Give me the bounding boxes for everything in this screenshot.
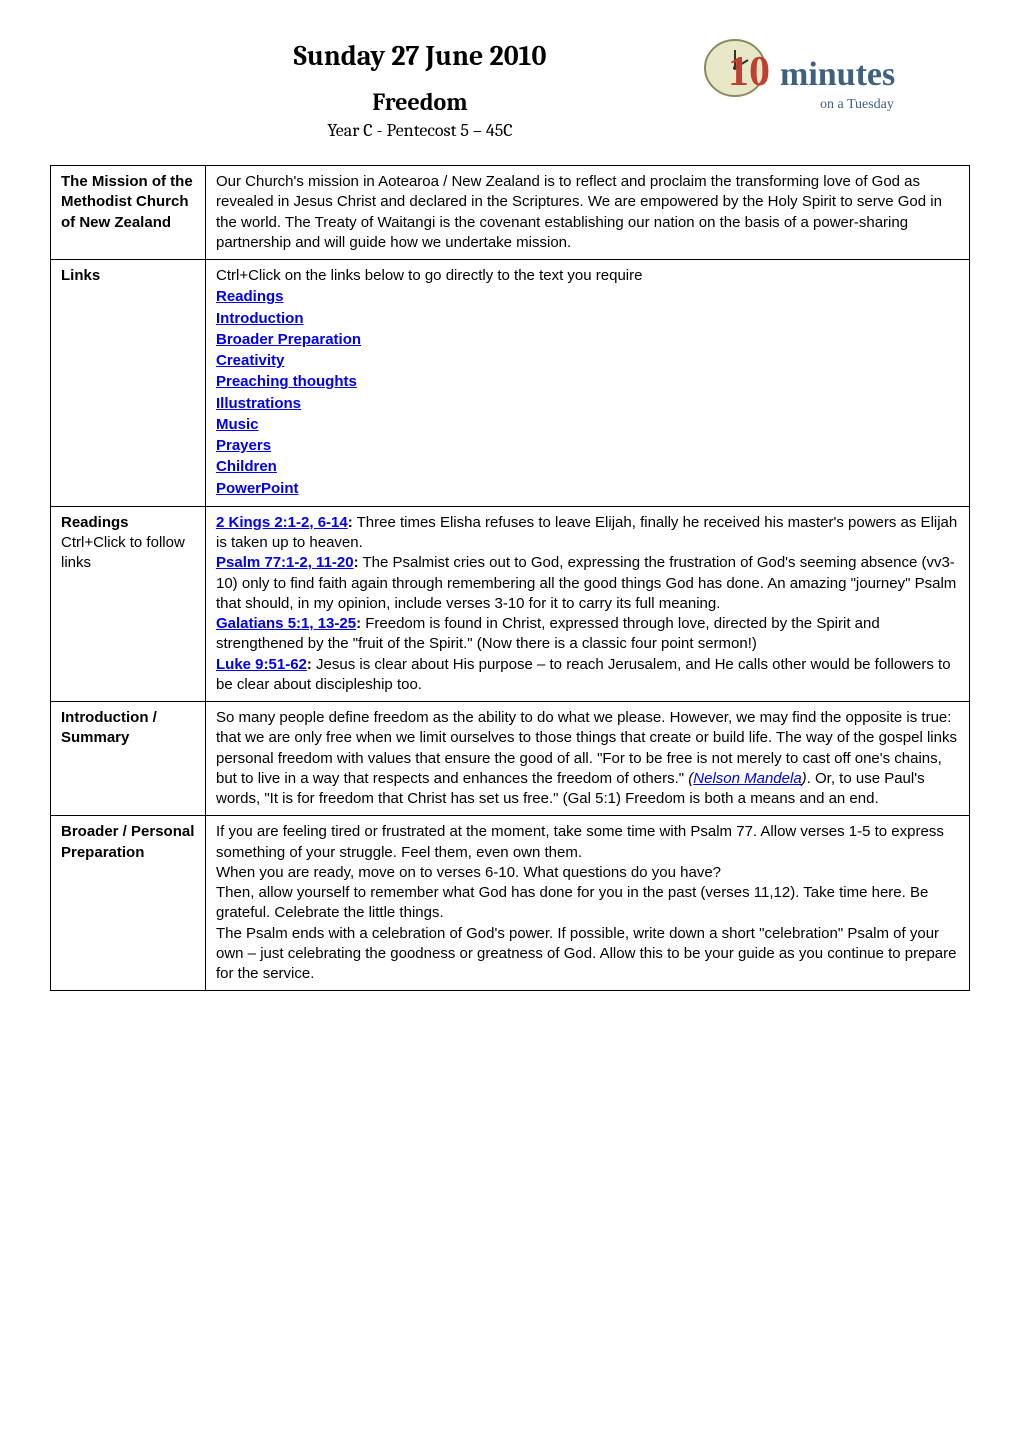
document-link[interactable]: Music — [216, 416, 259, 433]
row-label: Introduction / Summary — [51, 702, 206, 816]
logo-tagline: on a Tuesday — [820, 97, 894, 112]
table-row: ReadingsCtrl+Click to follow links2 King… — [51, 506, 970, 701]
table-row: Introduction / SummarySo many people def… — [51, 702, 970, 816]
table-row: The Mission of the Methodist Church of N… — [51, 166, 970, 260]
row-label: ReadingsCtrl+Click to follow links — [51, 506, 206, 701]
document-link[interactable]: Preaching thoughts — [216, 373, 357, 390]
row-label: Links — [51, 260, 206, 507]
row-content: Our Church's mission in Aotearoa / New Z… — [206, 166, 970, 260]
content-table: The Mission of the Methodist Church of N… — [50, 165, 970, 991]
row-label: Broader / Personal Preparation — [51, 816, 206, 991]
document-link[interactable]: Nelson Mandela — [693, 770, 801, 787]
logo-minutes: minutes — [780, 56, 895, 93]
logo-number: 10 — [728, 49, 770, 95]
document-link[interactable]: Luke 9:51-62 — [216, 656, 307, 673]
document-link[interactable]: Prayers — [216, 437, 271, 454]
document-link[interactable]: Illustrations — [216, 395, 301, 412]
document-link[interactable]: PowerPoint — [216, 480, 299, 497]
row-content: 2 Kings 2:1-2, 6-14: Three times Elisha … — [206, 506, 970, 701]
table-row: LinksCtrl+Click on the links below to go… — [51, 260, 970, 507]
logo-10-minutes: 10 minutes on a Tuesday — [700, 30, 960, 130]
document-link[interactable]: Children — [216, 458, 277, 475]
document-link[interactable]: Broader Preparation — [216, 331, 361, 348]
document-link[interactable]: Creativity — [216, 352, 284, 369]
row-content: If you are feeling tired or frustrated a… — [206, 816, 970, 991]
document-link[interactable]: 2 Kings 2:1-2, 6-14 — [216, 514, 348, 531]
table-row: Broader / Personal PreparationIf you are… — [51, 816, 970, 991]
document-link[interactable]: Galatians 5:1, 13-25 — [216, 615, 356, 632]
document-link[interactable]: Introduction — [216, 310, 303, 327]
row-label: The Mission of the Methodist Church of N… — [51, 166, 206, 260]
document-link[interactable]: Psalm 77:1-2, 11-20 — [216, 554, 354, 571]
row-content: Ctrl+Click on the links below to go dire… — [206, 260, 970, 507]
document-link[interactable]: Readings — [216, 288, 284, 305]
document-header: 10 minutes on a Tuesday Sunday 27 June 2… — [50, 40, 970, 141]
row-content: So many people define freedom as the abi… — [206, 702, 970, 816]
